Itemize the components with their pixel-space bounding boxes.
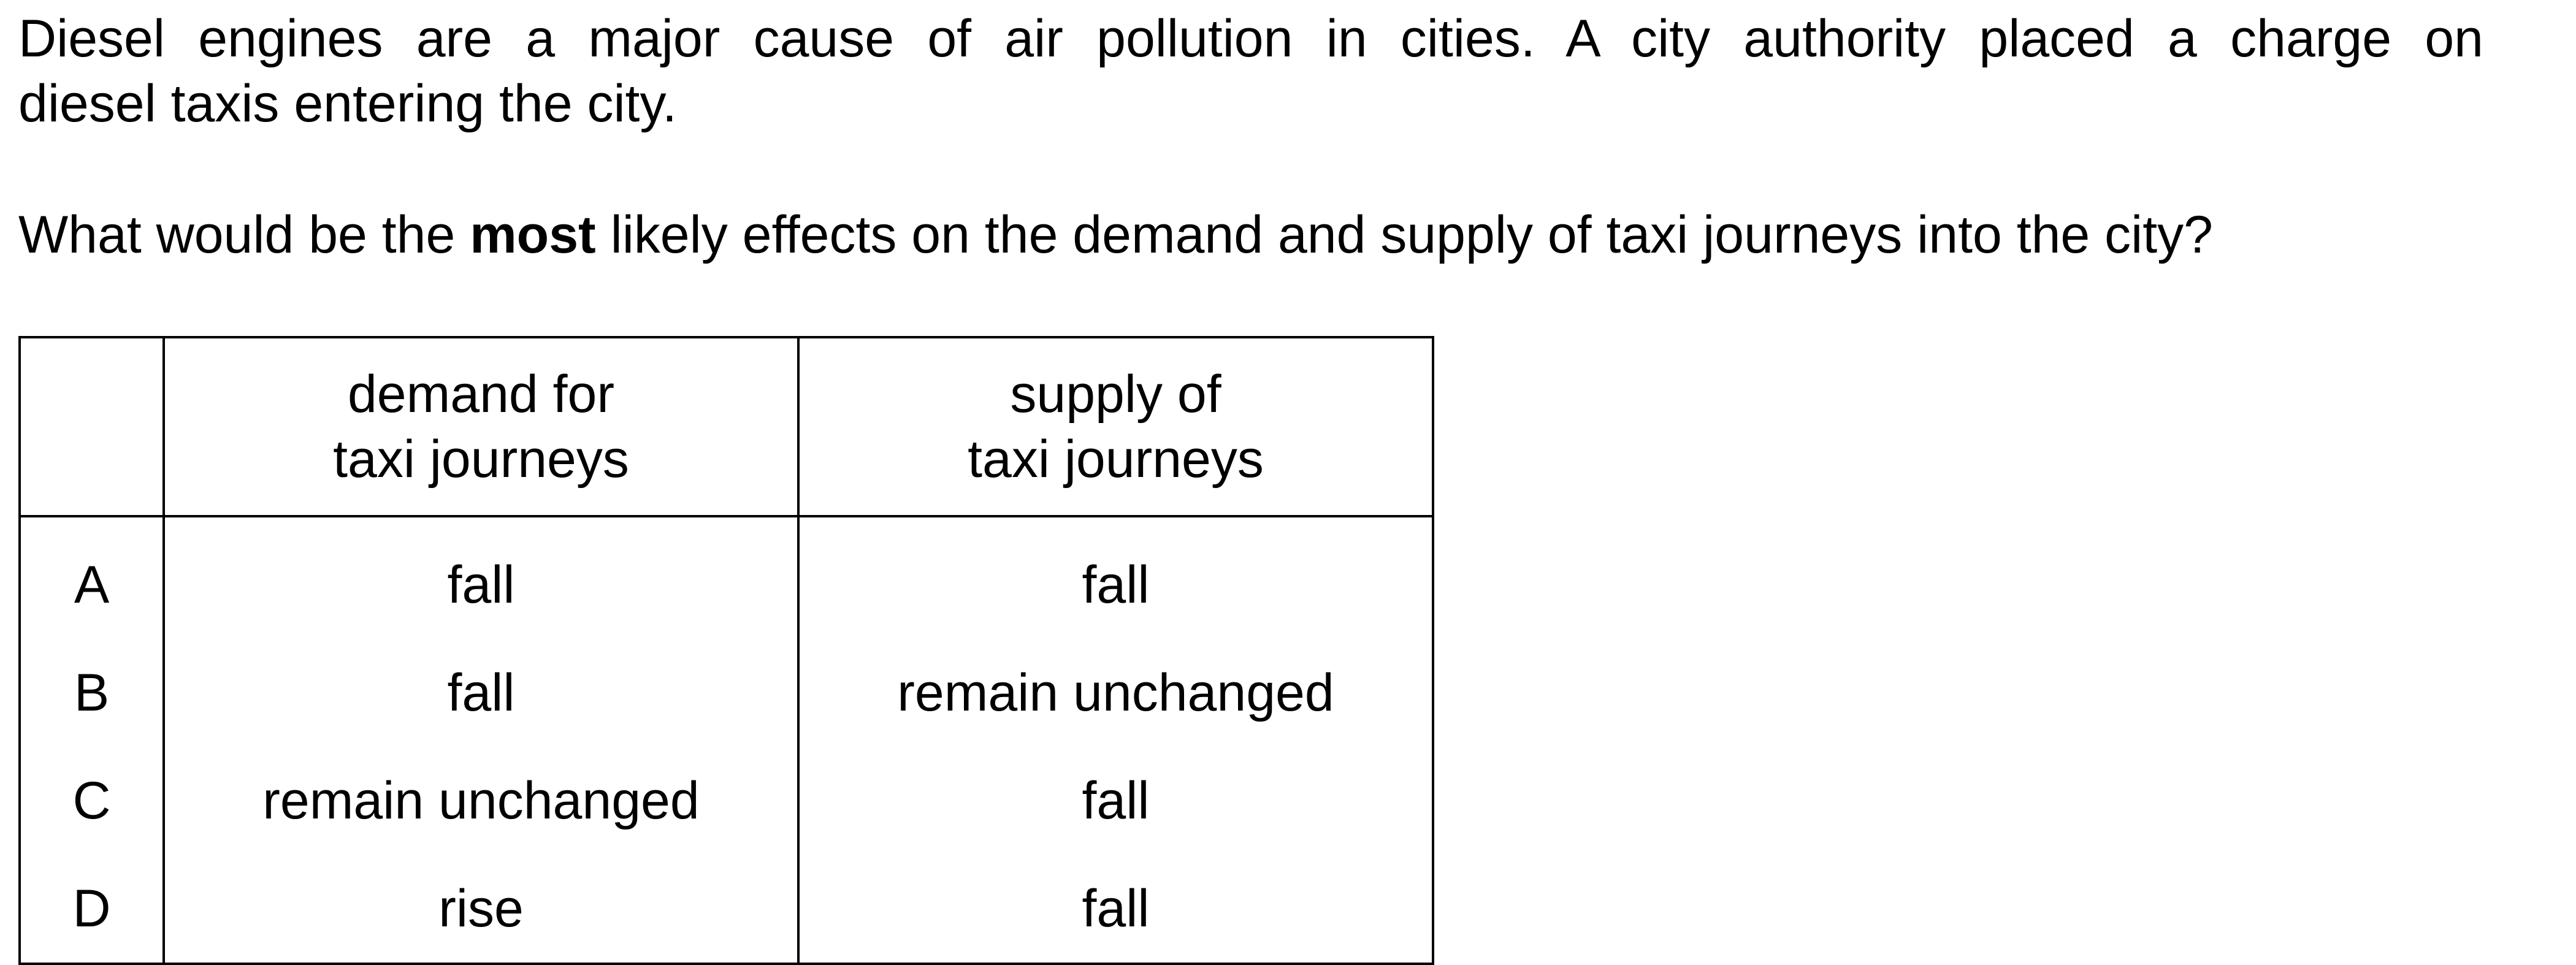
question-intro-line2: diesel taxis entering the city. bbox=[18, 74, 677, 133]
table-header-row: demand for taxi journeys supply of taxi … bbox=[18, 336, 1434, 517]
header-demand: demand for taxi journeys bbox=[162, 336, 800, 517]
option-row-a[interactable]: A fall fall bbox=[18, 516, 1434, 639]
question-stem: Diesel engines are a major cause of air … bbox=[18, 6, 2532, 136]
header-demand-line1: demand for bbox=[347, 365, 615, 424]
header-supply: supply of taxi journeys bbox=[797, 336, 1434, 517]
question-prompt-after: likely effects on the demand and supply … bbox=[595, 205, 2213, 264]
option-supply: fall bbox=[797, 516, 1434, 639]
option-demand: fall bbox=[162, 516, 800, 639]
option-row-b[interactable]: B fall remain unchanged bbox=[18, 639, 1434, 747]
option-letter: A bbox=[18, 516, 165, 639]
option-row-d[interactable]: D rise fall bbox=[18, 855, 1434, 965]
option-supply: fall bbox=[797, 747, 1434, 855]
option-row-c[interactable]: C remain unchanged fall bbox=[18, 747, 1434, 855]
option-letter: C bbox=[18, 747, 165, 855]
question-prompt-emphasis: most bbox=[470, 205, 596, 264]
option-demand: rise bbox=[162, 855, 800, 965]
option-demand: remain unchanged bbox=[162, 747, 800, 855]
option-supply: remain unchanged bbox=[797, 639, 1434, 747]
question-prompt: What would be the most likely effects on… bbox=[18, 202, 2213, 267]
header-demand-line2: taxi journeys bbox=[333, 430, 629, 489]
question-intro-line1: Diesel engines are a major cause of air … bbox=[18, 9, 2483, 68]
option-letter: B bbox=[18, 639, 165, 747]
header-letter-cell bbox=[18, 336, 165, 517]
option-supply: fall bbox=[797, 855, 1434, 965]
option-letter: D bbox=[18, 855, 165, 965]
question-prompt-before: What would be the bbox=[18, 205, 470, 264]
option-demand: fall bbox=[162, 639, 800, 747]
header-supply-line2: taxi journeys bbox=[968, 430, 1264, 489]
header-supply-line1: supply of bbox=[1010, 365, 1221, 424]
question-intro: Diesel engines are a major cause of air … bbox=[18, 6, 2483, 136]
answer-options-table: demand for taxi journeys supply of taxi … bbox=[18, 336, 1434, 965]
